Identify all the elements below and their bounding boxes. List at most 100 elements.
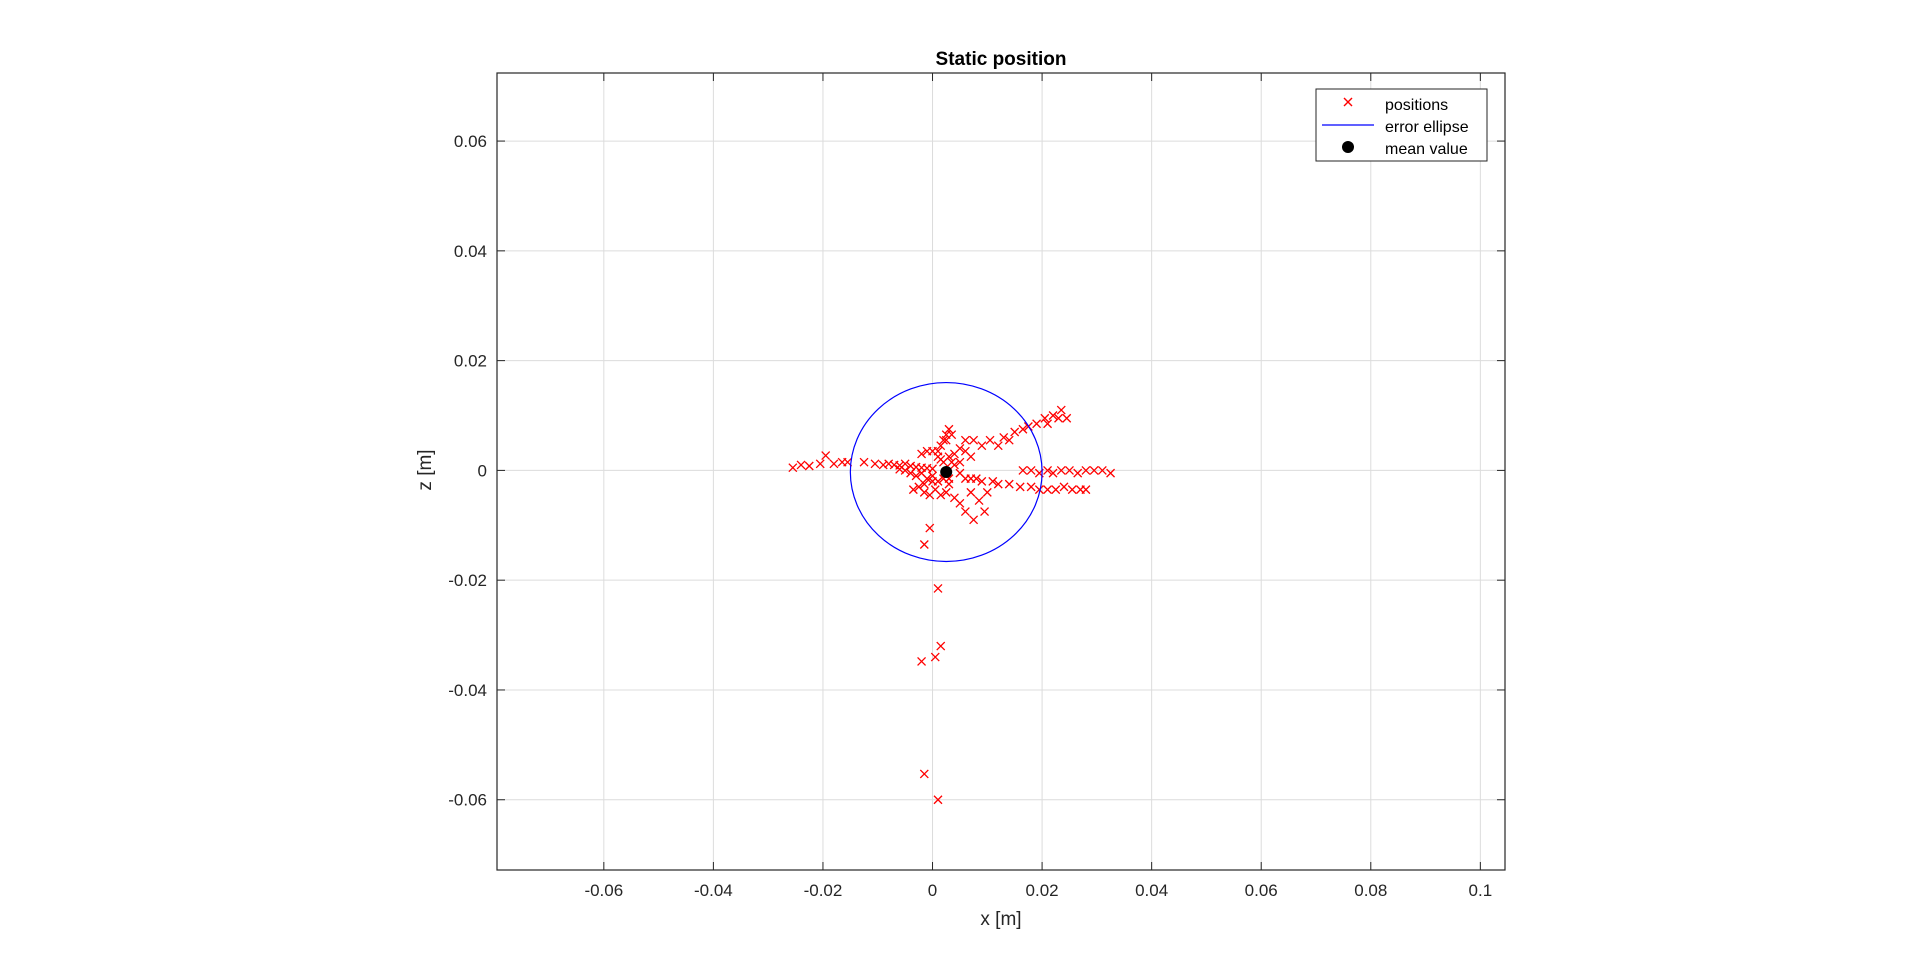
position-marker: [999, 433, 1009, 442]
x-tick-label: 0.06: [1245, 881, 1278, 900]
y-tick-label: 0.06: [454, 132, 487, 151]
x-tick-label: 0.08: [1354, 881, 1387, 900]
position-marker: [939, 435, 948, 445]
position-marker: [944, 452, 954, 462]
position-marker: [1062, 413, 1072, 423]
position-marker: [1081, 465, 1091, 475]
position-marker: [930, 652, 940, 662]
position-marker: [919, 479, 929, 489]
y-tick-label: 0.04: [454, 242, 487, 261]
position-marker: [1043, 465, 1053, 475]
position-marker: [1065, 465, 1074, 475]
position-marker: [1056, 405, 1066, 415]
position-marker: [908, 485, 918, 495]
axes-box: [496, 72, 1506, 871]
position-marker: [919, 487, 929, 497]
position-marker: [1067, 485, 1077, 495]
legend-label-mean-value: mean value: [1385, 141, 1468, 158]
error-ellipse: [849, 381, 1043, 563]
legend-marker-positions: [1343, 97, 1353, 107]
position-marker: [960, 507, 970, 517]
position-marker: [933, 583, 943, 593]
position-marker: [1034, 485, 1044, 495]
legend-label-positions: positions: [1385, 97, 1448, 114]
y-tick-label: 0.02: [454, 352, 487, 371]
position-marker: [1026, 482, 1036, 492]
position-marker: [895, 464, 905, 474]
position-marker: [1043, 419, 1053, 429]
position-marker: [941, 487, 951, 497]
position-marker: [815, 459, 825, 469]
position-marker: [977, 441, 987, 451]
position-marker: [1106, 468, 1116, 478]
y-tick-label: -0.04: [448, 681, 487, 700]
position-marker: [955, 443, 965, 453]
x-tick-label: 0.04: [1135, 881, 1168, 900]
position-marker: [906, 468, 916, 478]
position-marker: [925, 523, 935, 533]
x-tick-label: 0.1: [1469, 881, 1493, 900]
position-marker: [1015, 482, 1025, 492]
position-marker: [1097, 465, 1107, 475]
position-marker: [988, 476, 998, 486]
position-marker: [949, 460, 959, 470]
position-marker: [804, 461, 814, 471]
position-marker: [969, 515, 979, 525]
chart-title: Static position: [936, 49, 1067, 70]
position-marker: [955, 498, 965, 508]
position-marker: [884, 459, 894, 469]
x-axis-label: x [m]: [980, 909, 1021, 930]
position-marker: [966, 487, 976, 497]
position-marker: [1073, 468, 1083, 478]
position-marker: [1004, 479, 1014, 489]
position-marker: [1089, 465, 1099, 475]
position-marker: [974, 496, 984, 506]
x-tick-label: 0: [928, 881, 937, 900]
position-marker: [1010, 427, 1020, 437]
position-marker: [933, 476, 943, 486]
position-marker: [1004, 435, 1014, 445]
position-marker: [936, 641, 946, 651]
position-marker: [821, 451, 831, 461]
mean-value-marker: [940, 466, 953, 479]
y-tick-label: -0.06: [448, 791, 487, 810]
position-marker: [1051, 485, 1061, 495]
position-marker: [933, 795, 943, 805]
position-marker: [1059, 482, 1069, 492]
position-marker: [1048, 411, 1058, 420]
plot-area: [788, 381, 1116, 805]
position-marker: [944, 424, 954, 434]
position-marker: [985, 435, 995, 445]
position-marker: [1032, 419, 1042, 429]
position-marker: [944, 479, 954, 489]
position-marker: [919, 540, 929, 549]
position-marker: [870, 459, 880, 469]
position-marker: [878, 460, 888, 470]
x-tick-label: 0.02: [1026, 881, 1059, 900]
position-marker: [906, 461, 916, 471]
position-marker: [1048, 468, 1058, 478]
position-marker: [829, 459, 839, 469]
position-marker: [928, 464, 937, 474]
ticks: -0.06 -0.04 -0.02 0 0.02 0.04 0.06 0.08 0.1 -0.06…: [448, 73, 1505, 900]
position-marker: [1054, 413, 1063, 423]
position-marker: [977, 476, 987, 486]
position-marker: [917, 449, 927, 459]
position-marker: [911, 471, 921, 481]
legend-label-error-ellipse: error ellipse: [1385, 119, 1469, 136]
position-marker: [980, 507, 990, 517]
x-tick-label: -0.04: [694, 881, 733, 900]
x-tick-label: -0.02: [804, 881, 843, 900]
position-marker: [982, 487, 992, 497]
position-marker: [969, 435, 979, 445]
y-tick-label: -0.02: [448, 571, 487, 590]
position-marker: [936, 490, 946, 500]
legend: positions error ellipse mean value: [1315, 88, 1488, 162]
position-marker: [788, 463, 798, 473]
y-tick-label: 0: [478, 461, 487, 480]
position-marker: [960, 435, 970, 445]
position-marker: [919, 769, 929, 779]
position-marker: [1043, 485, 1053, 495]
legend-marker-mean-value: [1342, 141, 1354, 153]
